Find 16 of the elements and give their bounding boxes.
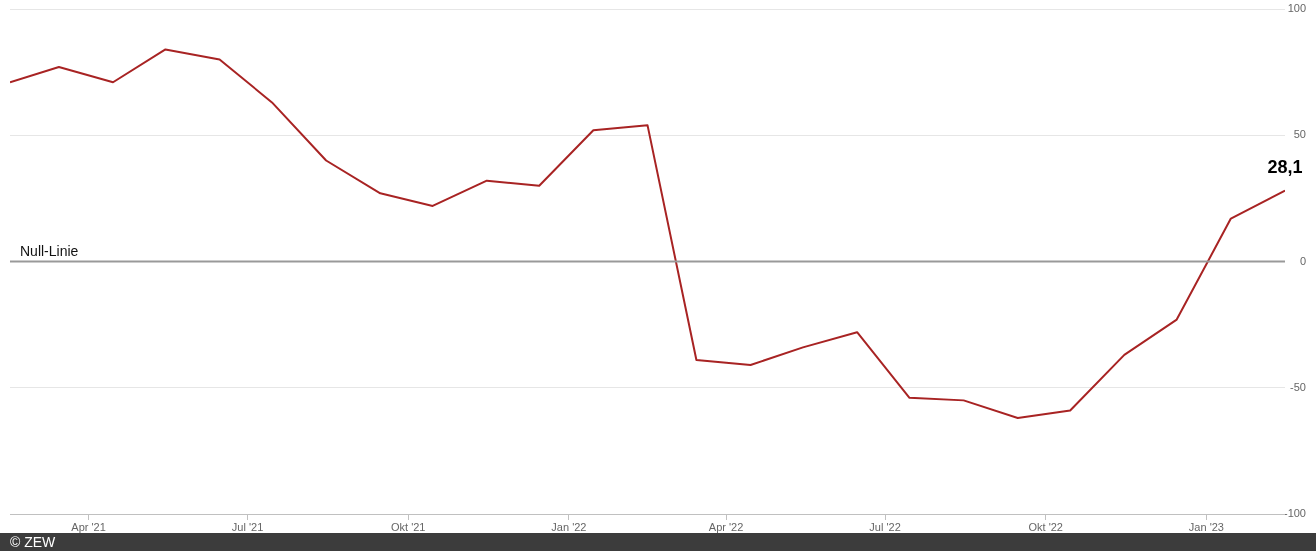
x-tick-label: Apr '21 [71,520,106,533]
data-label: 28,1 [1267,156,1303,177]
y-tick-label: 100 [1287,2,1306,15]
y-tick-label: -50 [1290,380,1306,393]
x-tick-label: Jan '23 [1188,520,1224,533]
y-tick-label: 50 [1293,128,1306,141]
x-tick-label: Okt '22 [1028,520,1063,533]
x-tick-label: Jan '22 [551,520,587,533]
y-tick-label: 0 [1299,254,1306,267]
x-tick-label: Okt '21 [390,520,426,533]
x-tick-label: Apr '22 [708,520,744,533]
y-tick-label: -100 [1283,507,1306,520]
x-tick-label: Jul '21 [231,520,264,533]
x-tick-label: Jul '22 [869,520,901,533]
ref-line-label: Null-Linie [20,243,79,260]
text: © ZEW [10,534,56,550]
